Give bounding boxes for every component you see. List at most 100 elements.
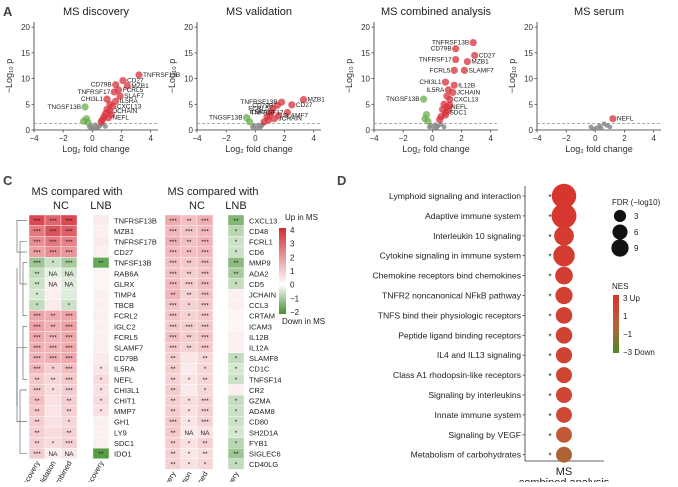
significance-mark: **: [170, 430, 176, 437]
significance-mark: ***: [201, 292, 209, 299]
heatmap-gene-label: GH1: [114, 418, 129, 427]
significance-mark: ***: [201, 303, 209, 310]
x-tick-label: 0: [593, 134, 598, 143]
volcano-point: [81, 103, 89, 111]
significance-mark: **: [170, 292, 176, 299]
heatmap-cell: [227, 320, 245, 332]
heatmap-gene-label: SLAMF7: [114, 344, 143, 353]
significance-mark: ***: [169, 281, 177, 288]
heatmap-cell: [44, 289, 62, 301]
heatmap-cell: [196, 458, 214, 470]
heatmap-gene-label: IDO1: [114, 450, 132, 459]
pathway-dot: [553, 244, 575, 267]
significance-mark: *: [188, 440, 191, 447]
fdr-significance-star: *: [548, 192, 552, 202]
significance-mark: ***: [169, 218, 177, 225]
heatmap-gene-label: IL12A: [249, 344, 269, 353]
significance-mark: ***: [201, 228, 209, 235]
heatmap-cell: [92, 416, 110, 428]
heatmap-cell: [92, 342, 110, 354]
dendrogram-branch: [16, 220, 27, 253]
gene-label: IL5RA: [249, 109, 268, 116]
significance-mark: **: [186, 334, 192, 341]
heatmap-legend-tick: 0: [290, 281, 295, 290]
volcano-point: [135, 71, 143, 79]
heatmap-gene-label: FCRL5: [114, 333, 138, 342]
significance-mark: ***: [33, 260, 41, 267]
heatmap-cell: [44, 426, 62, 438]
dendrogram-branch: [16, 347, 27, 422]
significance-mark: ***: [201, 218, 209, 225]
significance-mark: *: [188, 313, 191, 320]
pathway-label: IL4 and IL13 signaling: [437, 350, 521, 360]
pathway-dot: [555, 386, 573, 404]
heatmap-cell: [227, 299, 245, 311]
volcano-point: [452, 45, 460, 53]
gene-label: TNFRSF13B: [143, 72, 180, 79]
gene-label: MZB1: [131, 83, 149, 90]
significance-mark: **: [34, 440, 40, 447]
volcano-point: [107, 110, 115, 119]
y-tick-label: 20: [361, 23, 370, 32]
y-axis-label: −Log₁₀ p: [507, 59, 517, 94]
panel-letter-c: C: [3, 173, 13, 188]
x-axis-label: Log₂ fold change: [225, 144, 293, 154]
heatmap-gene-label: TIMP4: [114, 291, 136, 300]
pathway-dot: [555, 286, 573, 305]
volcano-point: [591, 126, 597, 132]
significance-mark: ***: [201, 324, 209, 331]
x-tick-label: −2: [59, 134, 69, 143]
volcano-point: [245, 118, 254, 126]
heatmap-cell: [92, 246, 110, 258]
x-axis-label: Log₂ fold change: [402, 144, 470, 154]
significance-mark: *: [235, 462, 238, 469]
volcano-point: [598, 126, 604, 131]
y-tick-label: 20: [21, 23, 30, 32]
x-tick-label: 0: [90, 134, 95, 143]
heatmap-gene-label: CR2: [249, 386, 264, 395]
significance-mark: **: [170, 356, 176, 363]
gene-label: FCRL5: [123, 87, 144, 94]
significance-mark: *: [235, 356, 238, 363]
significance-mark: ***: [201, 409, 209, 416]
significance-mark: **: [233, 451, 239, 458]
gene-label: CXCL13: [117, 103, 142, 110]
significance-mark: *: [36, 303, 39, 310]
significance-mark: ***: [33, 387, 41, 394]
volcano-serum: MS serum −4 −2 0 2 4 0 5 10 15 20 Log₂ fold change −…: [507, 6, 661, 154]
size-legend-label: 3: [634, 212, 639, 221]
significance-mark: **: [202, 377, 208, 384]
gene-label: CHI3L1: [81, 96, 103, 103]
volcano-point: [460, 66, 469, 74]
heatmap-cell: [92, 278, 110, 290]
volcano-point: [441, 78, 450, 86]
volcano-validation: MS validation −4 −2 0 2 4 0 5 10 15 20 Log₂ fold ch…: [167, 6, 325, 154]
significance-mark: ***: [65, 356, 73, 363]
heatmap-gene-label: IGLC2: [114, 322, 136, 331]
dot-plot-xlabel-line2: combined analysis: [519, 477, 610, 482]
significance-mark: ***: [169, 334, 177, 341]
volcano-title: MS serum: [574, 6, 624, 18]
significance-mark: **: [170, 451, 176, 458]
heatmap-gene-label: GZMA: [249, 397, 271, 406]
heatmap-gene-label: CD40LG: [249, 460, 278, 469]
gene-label: NEFL: [112, 115, 129, 122]
size-legend-dot: [613, 209, 627, 223]
heatmap-legend-tick: 4: [290, 226, 295, 235]
nes-legend-tick: −1: [623, 330, 633, 339]
significance-mark: ***: [49, 228, 57, 235]
heatmap-gene-label: CD5: [249, 280, 264, 289]
heatmap-column-label: Discovery: [153, 470, 177, 482]
significance-mark: **: [233, 260, 239, 267]
pathway-dot: [556, 426, 572, 443]
significance-mark: *: [188, 398, 191, 405]
x-tick-label: 4: [488, 134, 493, 143]
volcano-title: MS validation: [226, 6, 292, 18]
fdr-significance-star: *: [548, 212, 552, 222]
gene-label: CD27: [479, 52, 496, 59]
volcano-point: [441, 111, 450, 119]
pathway-label: Interleukin 10 signaling: [433, 231, 521, 241]
significance-mark: ***: [33, 228, 41, 235]
pathway-label: Signaling by interleukins: [428, 390, 521, 400]
heatmap-gene-label: RAB6A: [114, 269, 139, 278]
